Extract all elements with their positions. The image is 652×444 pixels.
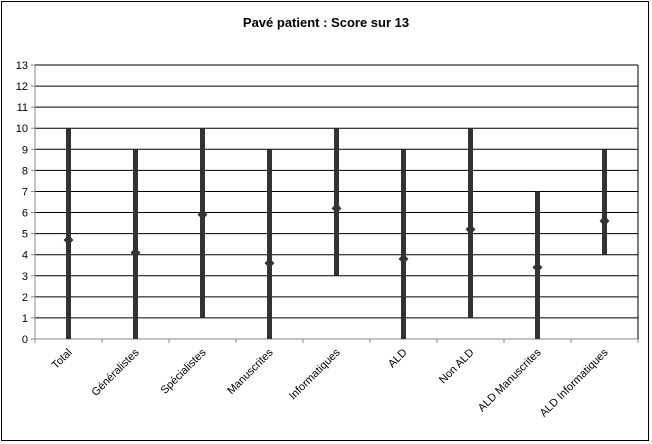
category-label: Généralistes <box>89 346 142 399</box>
y-tick-label: 3 <box>22 271 28 283</box>
category-label: Informatiques <box>287 346 343 402</box>
mean-marker-7 <box>532 262 543 273</box>
category-label: Spécialistes <box>159 346 209 396</box>
y-tick-label: 2 <box>22 292 28 304</box>
y-tick-label: 10 <box>16 123 28 135</box>
y-tick-label: 5 <box>22 229 28 241</box>
y-tick-label: 9 <box>22 144 28 156</box>
category-labels: Total Généralistes Spécialistes Manuscrites… <box>50 346 611 419</box>
category-label: ALD <box>386 347 410 371</box>
y-tick-label: 4 <box>22 250 28 262</box>
y-tick-label: 13 <box>16 60 28 72</box>
mean-markers <box>63 203 610 273</box>
y-tick-label: 8 <box>22 165 28 177</box>
y-tick-label: 12 <box>16 81 28 93</box>
range-bars <box>66 128 607 339</box>
category-label: Manuscrites <box>225 346 276 397</box>
category-label: ALD Informatiques <box>538 346 611 419</box>
mean-marker-0 <box>63 234 74 245</box>
mean-marker-8 <box>599 215 610 226</box>
mean-marker-3 <box>264 258 275 269</box>
y-tick-label: 7 <box>22 186 28 198</box>
mean-marker-1 <box>130 247 141 258</box>
category-label: ALD Manuscrites <box>476 346 544 414</box>
category-label: Non ALD <box>437 347 477 387</box>
mean-marker-5 <box>398 253 409 264</box>
y-tick-label: 6 <box>22 208 28 220</box>
y-tick-label: 1 <box>22 313 28 325</box>
mean-marker-2 <box>197 209 208 220</box>
mean-marker-6 <box>465 224 476 235</box>
y-tick-label: 0 <box>22 334 28 346</box>
mean-marker-4 <box>331 203 342 214</box>
chart-title: Pavé patient : Score sur 13 <box>243 15 409 30</box>
y-tick-label: 11 <box>17 102 28 114</box>
category-label: Total <box>50 347 75 372</box>
